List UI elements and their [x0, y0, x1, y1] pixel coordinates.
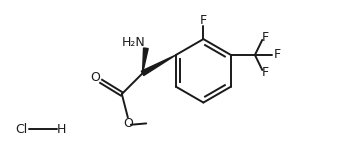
Text: F: F	[262, 66, 269, 79]
Text: Cl: Cl	[15, 123, 28, 136]
Polygon shape	[141, 55, 176, 75]
Polygon shape	[142, 48, 148, 73]
Text: F: F	[262, 31, 269, 44]
Text: H₂N: H₂N	[121, 36, 145, 49]
Text: F: F	[274, 49, 281, 62]
Text: O: O	[90, 71, 100, 84]
Text: F: F	[200, 14, 207, 27]
Text: O: O	[123, 117, 133, 130]
Text: H: H	[57, 123, 66, 136]
